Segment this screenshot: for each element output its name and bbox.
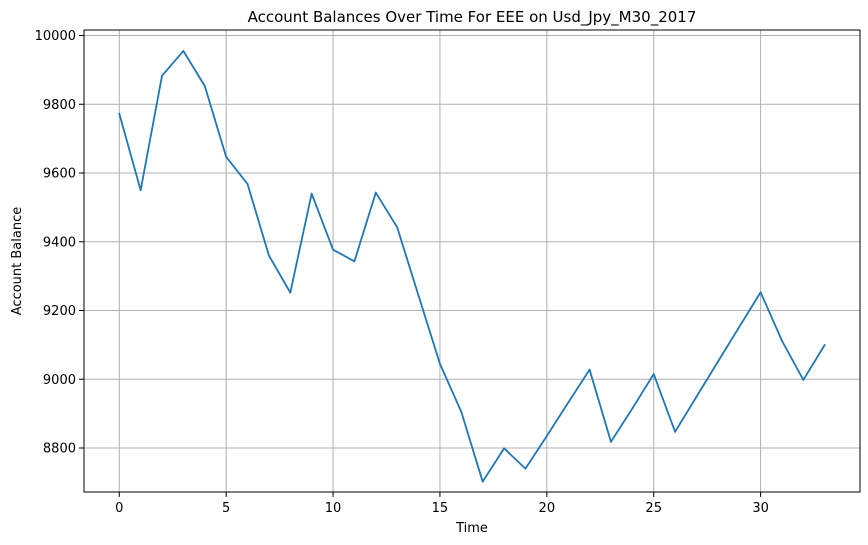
data-point [161, 74, 163, 77]
x-tick-label: 15 [432, 501, 449, 516]
data-point [674, 430, 676, 433]
data-point [332, 248, 334, 251]
y-tick-label: 9400 [43, 235, 76, 250]
x-tick-label: 0 [115, 501, 123, 516]
data-point [738, 326, 741, 328]
chart-title: Account Balances Over Time For EEE on Us… [248, 8, 697, 27]
y-tick-label: 9800 [43, 98, 76, 113]
data-point [524, 467, 527, 470]
data-point [823, 343, 826, 346]
plot-frame [83, 29, 861, 493]
series-group [118, 50, 826, 483]
data-point [246, 183, 249, 185]
data-point [802, 379, 805, 381]
data-point [781, 339, 783, 342]
data-point [716, 360, 719, 363]
data-point [225, 155, 228, 158]
y-tick-label: 9000 [43, 373, 76, 388]
x-tick-label: 10 [325, 501, 342, 516]
data-point [588, 368, 591, 371]
ticks: 0 5 10 15 20 25 30 8800 9000 9200 9400 9600 9800 1000… [35, 29, 769, 516]
data-point [610, 440, 612, 443]
data-point [545, 435, 548, 437]
data-point [567, 401, 570, 404]
data-point [289, 291, 292, 294]
x-axis-label: Time [455, 521, 488, 536]
y-axis-label: Account Balance [10, 207, 25, 315]
data-point [631, 407, 634, 410]
y-tick-label: 8800 [43, 442, 76, 457]
data-point [139, 189, 142, 192]
data-point [460, 411, 463, 413]
data-point [268, 254, 270, 257]
y-tick-label: 10000 [35, 29, 76, 44]
data-point [374, 191, 377, 194]
y-tick-label: 9200 [43, 304, 76, 319]
data-point [353, 260, 356, 263]
data-point [439, 362, 441, 365]
data-point [481, 480, 484, 483]
plot-area [84, 30, 860, 492]
data-point [310, 192, 313, 195]
x-tick-label: 30 [752, 501, 769, 516]
grid [84, 30, 860, 492]
x-tick-label: 20 [539, 501, 556, 516]
data-point [695, 395, 698, 398]
y-tick-label: 9600 [43, 167, 76, 182]
data-point [759, 291, 762, 294]
data-point [396, 226, 399, 229]
data-point [203, 85, 206, 87]
data-point [652, 373, 655, 375]
data-point [503, 447, 505, 450]
x-tick-label: 25 [645, 501, 662, 516]
x-tick-label: 5 [222, 501, 230, 516]
data-point [118, 112, 121, 115]
data-point [182, 50, 185, 52]
data-point [417, 294, 420, 297]
series-line [118, 50, 826, 483]
